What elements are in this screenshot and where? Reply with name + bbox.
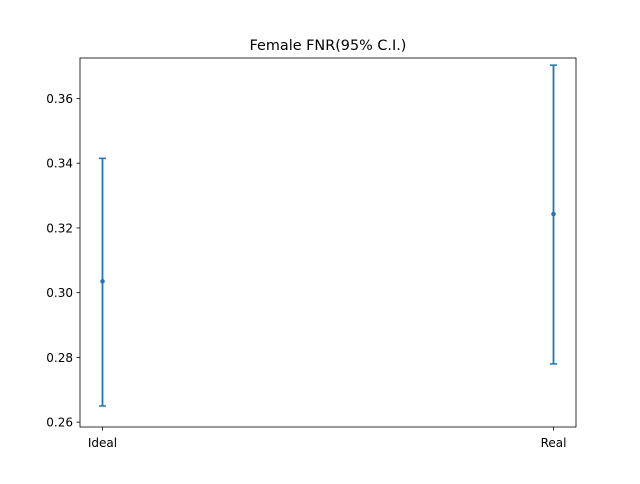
y-tick-label: 0.30: [46, 286, 73, 300]
y-tick-label: 0.34: [46, 157, 73, 171]
y-tick-label: 0.28: [46, 351, 73, 365]
plot-area: 0.26 0.28 0.30 0.32 0.34 0.36 Ideal Real: [46, 57, 577, 450]
data-point-real: [551, 211, 556, 217]
axes-frame: [79, 57, 577, 428]
x-tick-label: Ideal: [88, 436, 117, 450]
data-point-ideal: [100, 279, 105, 284]
y-tick-label: 0.26: [46, 416, 73, 430]
y-tick-label: 0.32: [46, 221, 73, 235]
chart-title: Female FNR(95% C.I.): [250, 38, 407, 54]
x-tick-label: Real: [541, 436, 567, 450]
y-tick-label: 0.36: [46, 92, 73, 106]
